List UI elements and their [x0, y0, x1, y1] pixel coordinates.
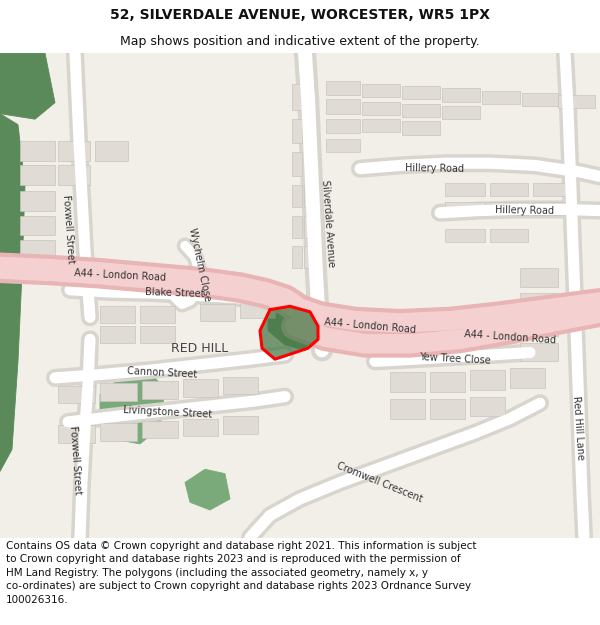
Polygon shape: [390, 399, 425, 419]
Text: Wychelm Close: Wychelm Close: [187, 227, 212, 302]
Polygon shape: [442, 88, 480, 101]
Polygon shape: [292, 246, 302, 268]
Text: Hillery Road: Hillery Road: [406, 163, 464, 174]
Polygon shape: [445, 183, 485, 196]
Polygon shape: [520, 318, 558, 336]
Polygon shape: [292, 216, 302, 238]
Text: Livingstone Street: Livingstone Street: [123, 404, 213, 419]
Text: Cromwell Crescent: Cromwell Crescent: [335, 461, 424, 504]
Polygon shape: [20, 216, 55, 235]
Polygon shape: [402, 121, 440, 134]
Polygon shape: [58, 166, 90, 185]
Polygon shape: [470, 370, 505, 390]
Polygon shape: [362, 84, 400, 97]
Polygon shape: [292, 119, 302, 143]
Polygon shape: [100, 372, 165, 444]
Polygon shape: [100, 306, 135, 323]
Polygon shape: [510, 368, 545, 388]
Polygon shape: [445, 229, 485, 242]
Polygon shape: [240, 302, 275, 318]
Polygon shape: [304, 119, 314, 143]
Polygon shape: [292, 185, 302, 208]
Polygon shape: [304, 152, 314, 176]
Polygon shape: [304, 185, 314, 208]
Polygon shape: [223, 377, 258, 394]
Polygon shape: [326, 119, 360, 134]
Polygon shape: [522, 92, 558, 106]
Polygon shape: [390, 372, 425, 392]
Polygon shape: [490, 183, 528, 196]
Polygon shape: [326, 99, 360, 114]
Polygon shape: [20, 141, 55, 161]
Text: Silverdale Avenue: Silverdale Avenue: [320, 180, 336, 268]
Text: Red Hill Lane: Red Hill Lane: [571, 395, 585, 460]
Text: A44 - London Road: A44 - London Road: [464, 329, 556, 346]
Polygon shape: [292, 152, 302, 176]
Polygon shape: [20, 166, 55, 185]
Text: RED HILL: RED HILL: [172, 342, 229, 354]
Polygon shape: [58, 141, 90, 161]
Polygon shape: [520, 342, 558, 361]
Polygon shape: [326, 139, 360, 152]
Polygon shape: [260, 306, 318, 359]
Polygon shape: [490, 202, 528, 215]
Polygon shape: [100, 326, 135, 342]
Polygon shape: [304, 246, 314, 268]
Text: Foxwell Street: Foxwell Street: [61, 194, 76, 264]
Polygon shape: [304, 216, 314, 238]
Polygon shape: [304, 84, 314, 111]
Polygon shape: [430, 399, 465, 419]
Polygon shape: [95, 141, 128, 161]
Text: Yew Tree Close: Yew Tree Close: [419, 352, 491, 366]
Text: Cannon Street: Cannon Street: [127, 366, 197, 379]
Polygon shape: [430, 372, 465, 392]
Polygon shape: [362, 101, 400, 115]
Polygon shape: [445, 202, 485, 215]
Polygon shape: [490, 229, 528, 242]
Polygon shape: [140, 306, 175, 323]
Polygon shape: [520, 268, 558, 286]
Polygon shape: [100, 423, 137, 441]
Polygon shape: [20, 191, 55, 211]
Polygon shape: [326, 81, 360, 95]
Text: Hillery Road: Hillery Road: [496, 205, 554, 216]
Text: Foxwell Street: Foxwell Street: [68, 426, 82, 495]
Text: 52, SILVERDALE AVENUE, WORCESTER, WR5 1PX: 52, SILVERDALE AVENUE, WORCESTER, WR5 1P…: [110, 8, 490, 22]
Polygon shape: [470, 397, 505, 416]
Polygon shape: [0, 53, 55, 119]
Polygon shape: [183, 379, 218, 397]
Polygon shape: [185, 469, 230, 510]
Polygon shape: [402, 104, 440, 117]
Polygon shape: [20, 240, 55, 260]
Polygon shape: [402, 86, 440, 99]
Polygon shape: [533, 202, 570, 215]
Polygon shape: [362, 119, 400, 132]
Text: Map shows position and indicative extent of the property.: Map shows position and indicative extent…: [120, 35, 480, 48]
Polygon shape: [558, 95, 595, 108]
Text: Blake Street: Blake Street: [145, 287, 205, 299]
Polygon shape: [0, 114, 25, 471]
Polygon shape: [100, 383, 137, 401]
Polygon shape: [520, 293, 558, 312]
Polygon shape: [268, 304, 322, 351]
Polygon shape: [140, 326, 175, 342]
Polygon shape: [223, 416, 258, 434]
Polygon shape: [142, 381, 178, 399]
Polygon shape: [142, 421, 178, 438]
Text: Contains OS data © Crown copyright and database right 2021. This information is : Contains OS data © Crown copyright and d…: [6, 541, 476, 605]
Polygon shape: [183, 419, 218, 436]
Polygon shape: [58, 386, 95, 403]
Text: A44 - London Road: A44 - London Road: [324, 317, 416, 335]
Polygon shape: [482, 91, 520, 104]
Text: A44 - London Road: A44 - London Road: [74, 268, 166, 283]
Polygon shape: [58, 425, 95, 443]
Polygon shape: [442, 106, 480, 119]
Polygon shape: [533, 183, 570, 196]
Polygon shape: [292, 84, 302, 111]
Polygon shape: [200, 304, 235, 321]
